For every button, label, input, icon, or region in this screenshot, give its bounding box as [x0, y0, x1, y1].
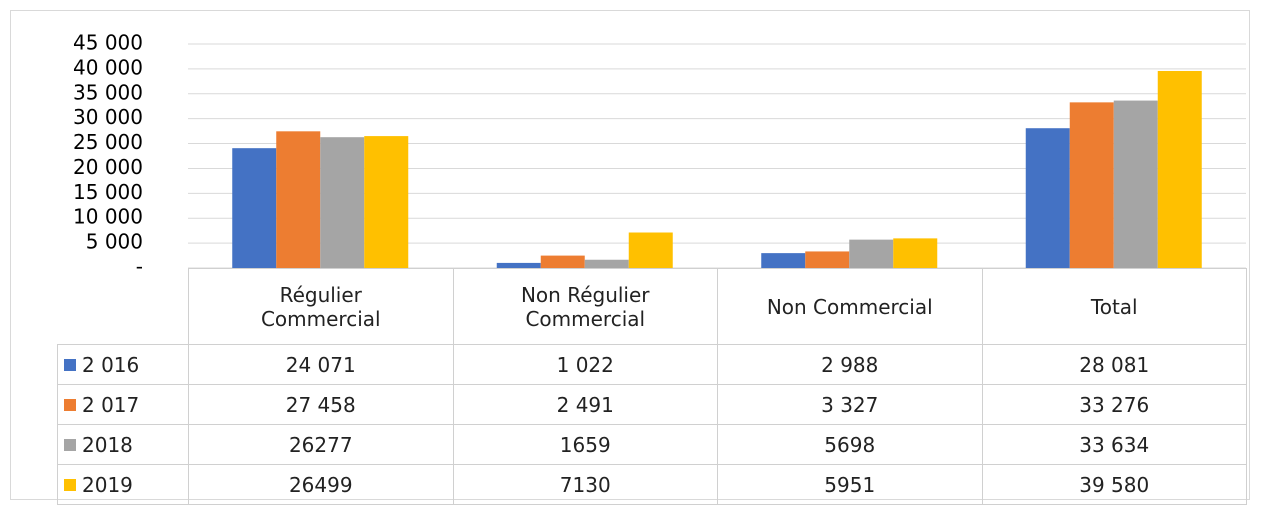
bar [540, 255, 585, 268]
category-label: Régulier Commercial [188, 268, 454, 345]
table-value: 2 988 [717, 344, 983, 385]
y-tick-label: 25 000 [73, 130, 143, 154]
legend-entry: 2 016 [57, 344, 189, 385]
category-label: Total [981, 268, 1247, 345]
table-value: 1 022 [452, 344, 718, 385]
chart-frame [10, 10, 1250, 500]
table-value: 3 327 [717, 384, 983, 425]
y-tick-label: 30 000 [73, 105, 143, 129]
bar [232, 148, 277, 268]
y-tick-label: 45 000 [73, 31, 143, 55]
legend-entry: 2018 [57, 424, 189, 465]
bar [276, 131, 321, 268]
table-value: 28 081 [981, 344, 1247, 385]
legend-swatch [64, 398, 76, 411]
bar [1113, 100, 1158, 268]
legend-entry: 2 017 [57, 384, 189, 425]
y-tick-label: - [136, 255, 143, 279]
bar [1025, 128, 1070, 268]
table-value: 24 071 [188, 344, 454, 385]
table-value: 26499 [188, 464, 454, 505]
legend-swatch [64, 358, 76, 371]
bar [628, 232, 673, 268]
table-value: 27 458 [188, 384, 454, 425]
table-value: 5698 [717, 424, 983, 465]
table-value: 2 491 [452, 384, 718, 425]
table-value: 7130 [452, 464, 718, 505]
legend-label: 2018 [82, 432, 133, 457]
legend-label: 2 017 [82, 392, 140, 417]
category-label: Non Régulier Commercial [452, 268, 718, 345]
bar [1069, 102, 1114, 268]
y-tick-label: 10 000 [73, 205, 143, 229]
y-tick-label: 35 000 [73, 80, 143, 104]
legend-label: 2 016 [82, 352, 140, 377]
table-value: 5951 [717, 464, 983, 505]
table-value: 33 276 [981, 384, 1247, 425]
legend-swatch [64, 438, 76, 451]
bar [584, 259, 629, 268]
table-value: 26277 [188, 424, 454, 465]
bar [496, 262, 541, 268]
legend-entry: 2019 [57, 464, 189, 505]
table-value: 33 634 [981, 424, 1247, 465]
bar [805, 251, 850, 268]
bar [364, 136, 409, 268]
bar [320, 137, 365, 268]
y-tick-label: 20 000 [73, 155, 143, 179]
y-tick-label: 40 000 [73, 55, 143, 79]
y-tick-label: 5 000 [86, 230, 143, 254]
table-value: 39 580 [981, 464, 1247, 505]
bar [1157, 70, 1202, 268]
category-label: Non Commercial [717, 268, 983, 345]
bar [761, 253, 806, 268]
legend-label: 2019 [82, 472, 133, 497]
legend-swatch [64, 478, 76, 491]
y-tick-label: 15 000 [73, 180, 143, 204]
bar [893, 238, 938, 268]
table-value: 1659 [452, 424, 718, 465]
bar [849, 239, 894, 268]
